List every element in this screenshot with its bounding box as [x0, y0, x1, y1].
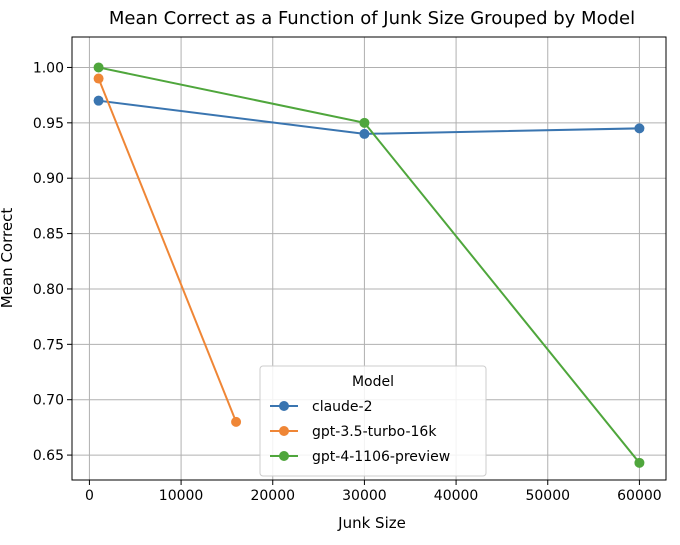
legend-marker: [279, 401, 289, 411]
legend-label: gpt-4-1106-preview: [312, 449, 450, 465]
x-tick-label: 10000: [159, 488, 204, 504]
series-line: [97, 78, 238, 423]
y-tick-label: 0.80: [33, 282, 64, 298]
legend-marker: [279, 451, 289, 461]
y-axis-label: Mean Correct: [0, 208, 16, 309]
x-tick-label: 0: [85, 488, 94, 504]
x-tick-label: 50000: [525, 488, 570, 504]
data-point: [93, 73, 104, 84]
y-tick-label: 0.70: [33, 393, 64, 409]
y-axis: 0.65 0.70 0.75 0.80 0.85 0.90 0.95 1.00: [33, 60, 72, 464]
legend-label: claude-2: [312, 399, 373, 415]
data-point: [634, 457, 645, 468]
legend-box: [259, 365, 487, 477]
legend-item: gpt-4-1106-preview: [270, 449, 450, 465]
x-axis: 0 10000 20000 30000 40000 50000 60000: [85, 480, 662, 504]
data-point: [93, 62, 104, 73]
data-point: [231, 416, 242, 427]
chart-title: Mean Correct as a Function of Junk Size …: [109, 8, 635, 29]
data-point: [93, 95, 104, 106]
legend-item: claude-2: [270, 399, 373, 415]
y-tick-label: 0.75: [33, 337, 64, 353]
x-tick-label: 20000: [250, 488, 295, 504]
y-tick-label: 0.95: [33, 116, 64, 132]
x-tick-label: 30000: [342, 488, 387, 504]
legend-marker: [279, 426, 289, 436]
data-point: [359, 117, 370, 128]
legend-label: gpt-3.5-turbo-16k: [312, 424, 437, 440]
legend: Model claude-2 gpt-3.5-turbo-16k gpt-4-1106…: [259, 365, 487, 477]
data-point: [634, 123, 645, 134]
series-gpt-4-1106-preview: [93, 62, 645, 468]
series-claude-2: [93, 95, 645, 139]
y-tick-label: 1.00: [33, 60, 64, 76]
legend-item: gpt-3.5-turbo-16k: [270, 424, 437, 440]
plot-frame: [71, 36, 667, 481]
x-axis-label: Junk Size: [337, 514, 406, 532]
x-tick-label: 40000: [434, 488, 479, 504]
x-tick-label: 60000: [617, 488, 662, 504]
y-tick-label: 0.90: [33, 171, 64, 187]
data-point: [359, 128, 370, 139]
series-gpt-3.5-turbo-16k: [93, 73, 242, 427]
legend-title: Model: [352, 374, 394, 390]
y-tick-label: 0.85: [33, 227, 64, 243]
series-layer: [93, 62, 645, 468]
y-tick-label: 0.65: [33, 448, 64, 464]
